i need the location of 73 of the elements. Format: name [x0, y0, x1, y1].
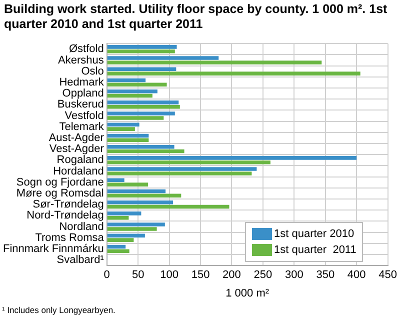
- y-tick-label: Sogn og Fjordane: [16, 176, 104, 188]
- y-tick-label: Vest-Agder: [49, 143, 104, 156]
- y-tick-label: Vestfold: [64, 110, 104, 122]
- y-tick-label: Rogaland: [56, 154, 104, 166]
- y-tick-label: Svalbard¹: [56, 254, 104, 266]
- bar: [107, 134, 149, 138]
- bar: [107, 82, 167, 87]
- y-tick-label: Nord-Trøndelag: [26, 210, 104, 222]
- bar: [107, 144, 174, 149]
- y-tick-label: Hordaland: [53, 165, 104, 178]
- legend-label: 1st quarter 2010: [274, 228, 354, 240]
- bar: [107, 172, 252, 176]
- x-tick-label: 300: [284, 269, 304, 282]
- x-tick-label: 200: [222, 269, 241, 282]
- bar: [107, 167, 257, 171]
- bar: [107, 89, 158, 94]
- bar: [107, 194, 182, 198]
- bar: [107, 72, 360, 76]
- bar: [107, 249, 130, 254]
- bar: [107, 204, 230, 209]
- text: ¹ Includes only Longyearbyen.: [2, 305, 116, 315]
- bar: [107, 182, 148, 186]
- bar: [107, 60, 322, 64]
- x-tick-label: 0: [104, 269, 110, 282]
- bar: [107, 116, 164, 120]
- x-tick-label: 450: [378, 269, 398, 282]
- x-tick-label: 50: [132, 269, 144, 282]
- y-tick-label: Nordland: [59, 220, 104, 233]
- bar: [107, 156, 357, 160]
- bar: [107, 78, 146, 82]
- bar: [107, 160, 270, 164]
- y-tick-label: Møre og Romsdal: [16, 187, 104, 200]
- bar: [107, 234, 145, 238]
- bar: [107, 122, 140, 127]
- bar: [107, 56, 219, 60]
- y-tick-label: Aust-Agder: [48, 132, 104, 144]
- bar: [107, 200, 174, 204]
- bar: [107, 127, 135, 131]
- bar: [107, 189, 166, 194]
- bar: [107, 244, 126, 249]
- y-tick-label: Oslo: [81, 65, 104, 78]
- x-tick-label: 350: [316, 269, 335, 282]
- bar: [107, 238, 134, 242]
- x-tick-label: 150: [191, 269, 210, 282]
- x-tick-label: 250: [254, 269, 272, 282]
- bar: [107, 100, 179, 104]
- x-tick-label: 400: [347, 269, 366, 282]
- bar: [107, 67, 176, 72]
- legend-label: 1st quarter 2011: [274, 244, 356, 256]
- bar: [107, 178, 124, 182]
- y-tick-label: Akershus: [58, 54, 104, 66]
- x-axis-title: 1 000 m²: [226, 287, 270, 300]
- bar: [107, 138, 149, 142]
- x-tick-label: 100: [160, 269, 178, 282]
- y-tick-label: Finnmark Finnmárku: [3, 242, 104, 255]
- y-tick-label: Buskerud: [57, 98, 104, 111]
- bar: [107, 212, 142, 216]
- bar: [107, 222, 165, 226]
- bar: [107, 216, 129, 220]
- bar: [107, 104, 180, 109]
- bar: [107, 227, 157, 231]
- y-tick-label: Troms Romsa: [35, 232, 105, 244]
- bar: [107, 45, 177, 49]
- bar: [107, 112, 175, 116]
- y-tick-label: Sør-Trøndelag: [32, 198, 104, 211]
- y-tick-label: Oppland: [62, 88, 104, 100]
- bar: [107, 94, 152, 98]
- y-tick-label: Hedmark: [59, 76, 104, 88]
- y-tick-label: Østfold: [69, 43, 104, 56]
- y-tick-label: Telemark: [59, 120, 104, 133]
- chart-title: Building work started. Utility floor space by county. 1 000 m². 1st quarter 2010 and 1st quarter 2011: [4, 2, 388, 32]
- bar: [107, 49, 175, 54]
- bar: [107, 149, 184, 154]
